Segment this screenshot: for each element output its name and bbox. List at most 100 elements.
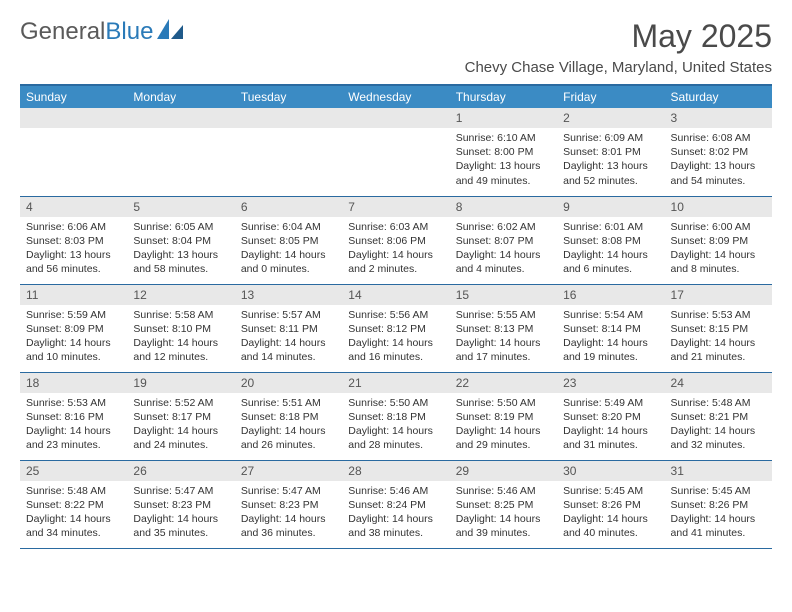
day-line: Sunrise: 5:45 AM (671, 484, 766, 498)
day-content: Sunrise: 6:06 AMSunset: 8:03 PMDaylight:… (20, 217, 127, 282)
day-line: Sunset: 8:18 PM (348, 410, 443, 424)
day-header: Monday (127, 85, 234, 108)
day-line: Daylight: 13 hours and 54 minutes. (671, 159, 766, 187)
day-number: 23 (557, 373, 664, 393)
day-line: Daylight: 14 hours and 12 minutes. (133, 336, 228, 364)
day-line: Sunrise: 5:57 AM (241, 308, 336, 322)
day-line: Sunset: 8:09 PM (671, 234, 766, 248)
day-number: 21 (342, 373, 449, 393)
day-number: 31 (665, 461, 772, 481)
day-line: Sunrise: 5:46 AM (348, 484, 443, 498)
day-number: 16 (557, 285, 664, 305)
calendar-day-cell: 7Sunrise: 6:03 AMSunset: 8:06 PMDaylight… (342, 196, 449, 284)
day-line: Daylight: 13 hours and 58 minutes. (133, 248, 228, 276)
day-number: 24 (665, 373, 772, 393)
day-number: 3 (665, 108, 772, 128)
day-content: Sunrise: 5:53 AMSunset: 8:15 PMDaylight:… (665, 305, 772, 370)
day-line: Sunset: 8:26 PM (671, 498, 766, 512)
day-line: Sunrise: 6:00 AM (671, 220, 766, 234)
day-content: Sunrise: 6:05 AMSunset: 8:04 PMDaylight:… (127, 217, 234, 282)
day-number: 28 (342, 461, 449, 481)
day-line: Sunset: 8:20 PM (563, 410, 658, 424)
day-content: Sunrise: 5:50 AMSunset: 8:18 PMDaylight:… (342, 393, 449, 458)
calendar-day-cell: 17Sunrise: 5:53 AMSunset: 8:15 PMDayligh… (665, 284, 772, 372)
day-line: Daylight: 13 hours and 49 minutes. (456, 159, 551, 187)
day-line: Sunrise: 5:58 AM (133, 308, 228, 322)
calendar-day-cell: 30Sunrise: 5:45 AMSunset: 8:26 PMDayligh… (557, 460, 664, 548)
day-content: Sunrise: 5:47 AMSunset: 8:23 PMDaylight:… (235, 481, 342, 546)
day-line: Sunrise: 6:06 AM (26, 220, 121, 234)
calendar-day-cell: 8Sunrise: 6:02 AMSunset: 8:07 PMDaylight… (450, 196, 557, 284)
day-content: Sunrise: 5:50 AMSunset: 8:19 PMDaylight:… (450, 393, 557, 458)
day-content: Sunrise: 6:10 AMSunset: 8:00 PMDaylight:… (450, 128, 557, 193)
calendar-day-cell: 22Sunrise: 5:50 AMSunset: 8:19 PMDayligh… (450, 372, 557, 460)
day-number: 4 (20, 197, 127, 217)
day-content (342, 128, 449, 136)
calendar-day-cell: 21Sunrise: 5:50 AMSunset: 8:18 PMDayligh… (342, 372, 449, 460)
calendar-week-row: 25Sunrise: 5:48 AMSunset: 8:22 PMDayligh… (20, 460, 772, 548)
day-content: Sunrise: 5:46 AMSunset: 8:24 PMDaylight:… (342, 481, 449, 546)
day-number: 8 (450, 197, 557, 217)
day-content (20, 128, 127, 136)
calendar-day-cell: 27Sunrise: 5:47 AMSunset: 8:23 PMDayligh… (235, 460, 342, 548)
day-line: Sunrise: 5:47 AM (241, 484, 336, 498)
calendar-day-cell: 13Sunrise: 5:57 AMSunset: 8:11 PMDayligh… (235, 284, 342, 372)
day-line: Sunset: 8:26 PM (563, 498, 658, 512)
day-content: Sunrise: 6:02 AMSunset: 8:07 PMDaylight:… (450, 217, 557, 282)
day-line: Sunrise: 6:10 AM (456, 131, 551, 145)
day-line: Sunset: 8:25 PM (456, 498, 551, 512)
day-content: Sunrise: 5:48 AMSunset: 8:22 PMDaylight:… (20, 481, 127, 546)
day-number: 22 (450, 373, 557, 393)
day-content: Sunrise: 5:47 AMSunset: 8:23 PMDaylight:… (127, 481, 234, 546)
day-line: Sunset: 8:06 PM (348, 234, 443, 248)
day-content: Sunrise: 6:00 AMSunset: 8:09 PMDaylight:… (665, 217, 772, 282)
day-line: Daylight: 13 hours and 52 minutes. (563, 159, 658, 187)
day-number: 27 (235, 461, 342, 481)
day-line: Daylight: 14 hours and 6 minutes. (563, 248, 658, 276)
day-number: 17 (665, 285, 772, 305)
day-number: 9 (557, 197, 664, 217)
day-line: Daylight: 14 hours and 16 minutes. (348, 336, 443, 364)
day-line: Sunrise: 5:54 AM (563, 308, 658, 322)
day-content: Sunrise: 5:45 AMSunset: 8:26 PMDaylight:… (557, 481, 664, 546)
day-content: Sunrise: 5:51 AMSunset: 8:18 PMDaylight:… (235, 393, 342, 458)
logo-text-general: General (20, 18, 105, 46)
day-content: Sunrise: 5:54 AMSunset: 8:14 PMDaylight:… (557, 305, 664, 370)
day-content: Sunrise: 6:01 AMSunset: 8:08 PMDaylight:… (557, 217, 664, 282)
day-line: Sunrise: 5:47 AM (133, 484, 228, 498)
day-line: Sunset: 8:24 PM (348, 498, 443, 512)
day-line: Sunset: 8:02 PM (671, 145, 766, 159)
day-line: Daylight: 14 hours and 41 minutes. (671, 512, 766, 540)
calendar-day-cell: 28Sunrise: 5:46 AMSunset: 8:24 PMDayligh… (342, 460, 449, 548)
day-header: Wednesday (342, 85, 449, 108)
day-line: Sunrise: 6:01 AM (563, 220, 658, 234)
calendar-day-cell: 11Sunrise: 5:59 AMSunset: 8:09 PMDayligh… (20, 284, 127, 372)
day-content: Sunrise: 5:53 AMSunset: 8:16 PMDaylight:… (20, 393, 127, 458)
calendar-day-cell (20, 108, 127, 196)
day-line: Daylight: 14 hours and 0 minutes. (241, 248, 336, 276)
day-line: Sunrise: 5:45 AM (563, 484, 658, 498)
day-number (235, 108, 342, 128)
day-number: 29 (450, 461, 557, 481)
day-number: 1 (450, 108, 557, 128)
day-line: Sunrise: 5:53 AM (671, 308, 766, 322)
day-line: Sunset: 8:04 PM (133, 234, 228, 248)
day-number (20, 108, 127, 128)
calendar-day-cell: 24Sunrise: 5:48 AMSunset: 8:21 PMDayligh… (665, 372, 772, 460)
day-content (127, 128, 234, 136)
calendar-day-cell: 5Sunrise: 6:05 AMSunset: 8:04 PMDaylight… (127, 196, 234, 284)
day-line: Sunset: 8:13 PM (456, 322, 551, 336)
day-number: 5 (127, 197, 234, 217)
calendar-day-cell: 20Sunrise: 5:51 AMSunset: 8:18 PMDayligh… (235, 372, 342, 460)
day-number: 13 (235, 285, 342, 305)
day-line: Sunrise: 5:50 AM (348, 396, 443, 410)
calendar-day-cell (235, 108, 342, 196)
calendar-header-row: SundayMondayTuesdayWednesdayThursdayFrid… (20, 85, 772, 108)
day-line: Daylight: 14 hours and 26 minutes. (241, 424, 336, 452)
day-line: Sunset: 8:17 PM (133, 410, 228, 424)
calendar-day-cell: 12Sunrise: 5:58 AMSunset: 8:10 PMDayligh… (127, 284, 234, 372)
calendar-week-row: 4Sunrise: 6:06 AMSunset: 8:03 PMDaylight… (20, 196, 772, 284)
day-line: Daylight: 14 hours and 39 minutes. (456, 512, 551, 540)
day-line: Daylight: 14 hours and 23 minutes. (26, 424, 121, 452)
calendar-table: SundayMondayTuesdayWednesdayThursdayFrid… (20, 84, 772, 549)
